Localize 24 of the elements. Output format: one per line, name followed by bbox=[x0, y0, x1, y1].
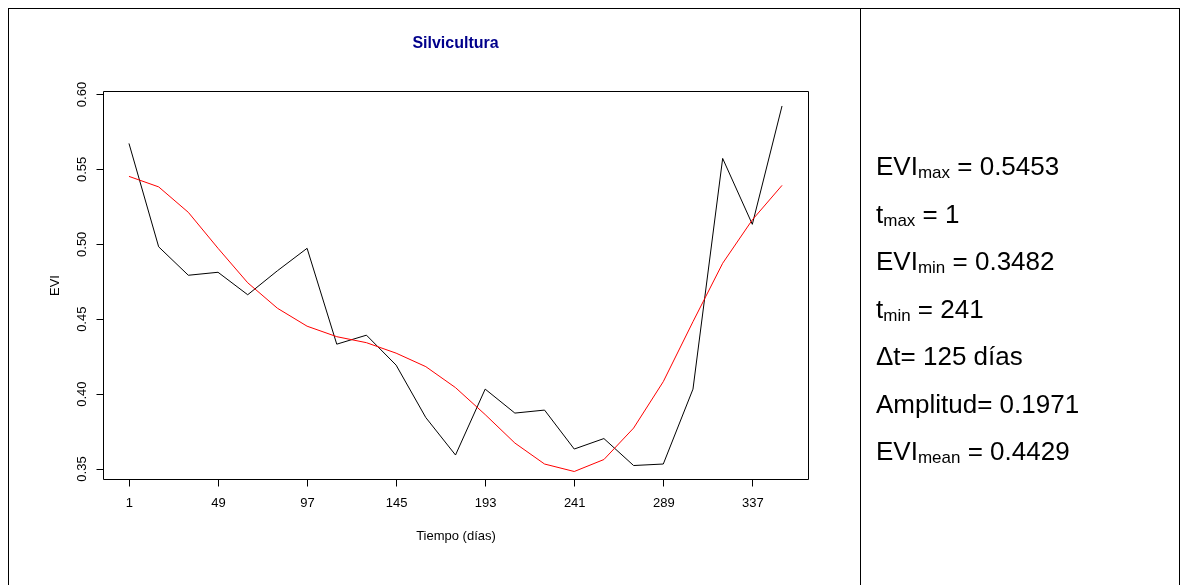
x-tick-label: 1 bbox=[125, 494, 134, 510]
text: t$_{min}$ = 241 bbox=[876, 292, 985, 327]
y-tick-label: 0.55 bbox=[73, 156, 89, 183]
text: EVI$_{max}$ = 0.5453 bbox=[876, 150, 1061, 184]
y-tick-label: 0.40 bbox=[73, 381, 89, 407]
x-tick-label: 145 bbox=[385, 494, 408, 510]
y-tick-label: 0.45 bbox=[73, 306, 89, 332]
text: EVI$_{mean}$ = 0.4429 bbox=[876, 435, 1071, 469]
text: Amplitud= 0.1971 bbox=[876, 387, 1080, 421]
y-tick-label: 0.60 bbox=[73, 81, 89, 108]
x-tick-label: 241 bbox=[563, 494, 586, 510]
text: Δt= 125 días bbox=[876, 340, 1024, 373]
chart-title: Silvicultura bbox=[412, 34, 499, 52]
x-tick-label: 49 bbox=[211, 494, 226, 510]
x-tick-label: 289 bbox=[652, 494, 675, 510]
text: EVI$_{min}$ = 0.3482 bbox=[876, 245, 1056, 279]
text: t$_{max}$ = 1 bbox=[876, 197, 961, 232]
x-tick-label: 337 bbox=[741, 494, 764, 510]
x-axis-title: Tiempo (días) bbox=[416, 527, 496, 543]
x-tick-label: 193 bbox=[474, 494, 497, 510]
y-axis-title: EVI bbox=[46, 275, 62, 296]
x-tick-label: 97 bbox=[300, 494, 315, 510]
y-tick-label: 0.50 bbox=[73, 231, 89, 257]
y-tick-label: 0.35 bbox=[73, 456, 89, 482]
